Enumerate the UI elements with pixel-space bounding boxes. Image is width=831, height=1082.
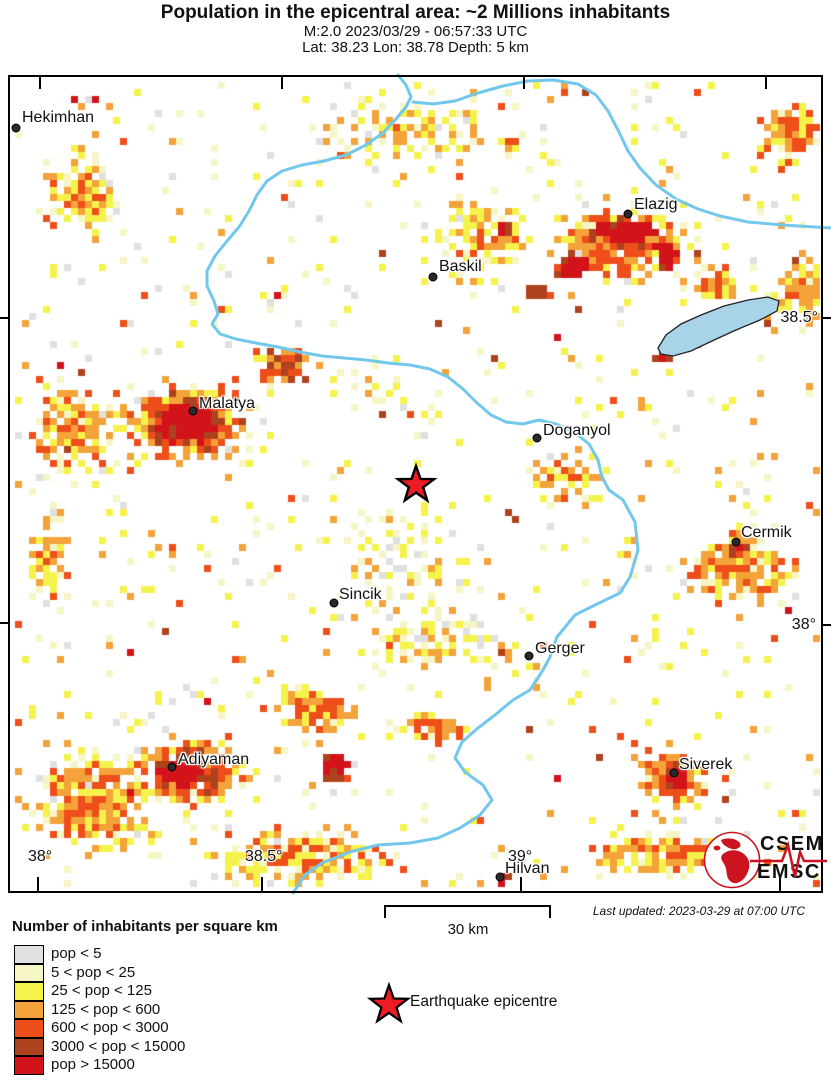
map-border xyxy=(8,75,823,893)
legend-row: 600 < pop < 3000 xyxy=(14,1019,185,1038)
legend-color-swatch xyxy=(14,1000,44,1019)
legend-label: pop > 15000 xyxy=(51,1056,135,1073)
legend-row: 5 < pop < 25 xyxy=(14,963,185,982)
map-header: Population in the epicentral area: ~2 Mi… xyxy=(0,2,831,56)
event-magnitude-datetime: M:2.0 2023/03/29 - 06:57:33 UTC xyxy=(303,23,528,40)
scale-bar-label: 30 km xyxy=(447,921,489,938)
city-dot-cermik xyxy=(731,537,741,547)
legend-row: 3000 < pop < 15000 xyxy=(14,1037,186,1056)
city-dot-malatya xyxy=(188,406,198,416)
legend-color-swatch xyxy=(14,1056,44,1075)
city-dot-adiyaman xyxy=(167,762,177,772)
lake-shape xyxy=(657,296,780,357)
logo-text-emsc: EMSC xyxy=(757,861,821,883)
legend-row: 25 < pop < 125 xyxy=(14,982,185,1001)
legend-color-swatch xyxy=(14,945,44,964)
page-title: Population in the epicentral area: ~2 Mi… xyxy=(160,2,671,23)
csem-emsc-globe-icon xyxy=(703,831,761,889)
city-dot-elazig xyxy=(623,209,633,219)
city-dot-gerger xyxy=(524,651,534,661)
city-dot-siverek xyxy=(669,768,679,778)
city-dot-doganyol xyxy=(532,433,542,443)
population-map: Hekimhan Elazig Baskil Malatya Doganyol Cermi… xyxy=(0,73,831,895)
river-path xyxy=(205,73,640,895)
scale-bar xyxy=(384,905,551,918)
city-dot-baskil xyxy=(428,272,438,282)
logo-text-csem: CSEM xyxy=(760,833,824,855)
legend-color-swatch xyxy=(14,963,44,982)
city-dot-hekimhan xyxy=(11,123,21,133)
legend-label: 3000 < pop < 15000 xyxy=(51,1037,186,1055)
legend-row: pop > 15000 xyxy=(14,1056,185,1075)
last-updated-text: Last updated: 2023-03-29 at 07:00 UTC xyxy=(592,904,805,918)
legend-label: 5 < pop < 25 xyxy=(51,963,136,981)
map-overlay xyxy=(0,73,831,895)
city-dot-hilvan xyxy=(495,872,505,882)
legend-row: pop < 5 xyxy=(14,945,185,964)
legend-color-swatch xyxy=(14,1037,44,1056)
legend-label: pop < 5 xyxy=(51,945,102,962)
legend-label: 600 < pop < 3000 xyxy=(51,1019,169,1036)
legend-color-swatch xyxy=(14,1019,44,1038)
legend-title: Number of inhabitants per square km xyxy=(12,918,278,935)
city-dot-sincik xyxy=(329,598,339,608)
legend-row: 125 < pop < 600 xyxy=(14,1000,185,1019)
earthquake-epicenter-star xyxy=(394,462,438,504)
seismogram-icon xyxy=(750,840,827,878)
event-coordinates-depth: Lat: 38.23 Lon: 38.78 Depth: 5 km xyxy=(302,39,529,56)
epicentre-star-icon xyxy=(366,981,412,1024)
legend-color-swatch xyxy=(14,982,44,1001)
legend-label: 25 < pop < 125 xyxy=(51,982,152,999)
river-path xyxy=(411,78,831,230)
epicentre-legend-label: Earthquake epicentre xyxy=(410,993,558,1010)
legend-label: 125 < pop < 600 xyxy=(51,1000,161,1018)
